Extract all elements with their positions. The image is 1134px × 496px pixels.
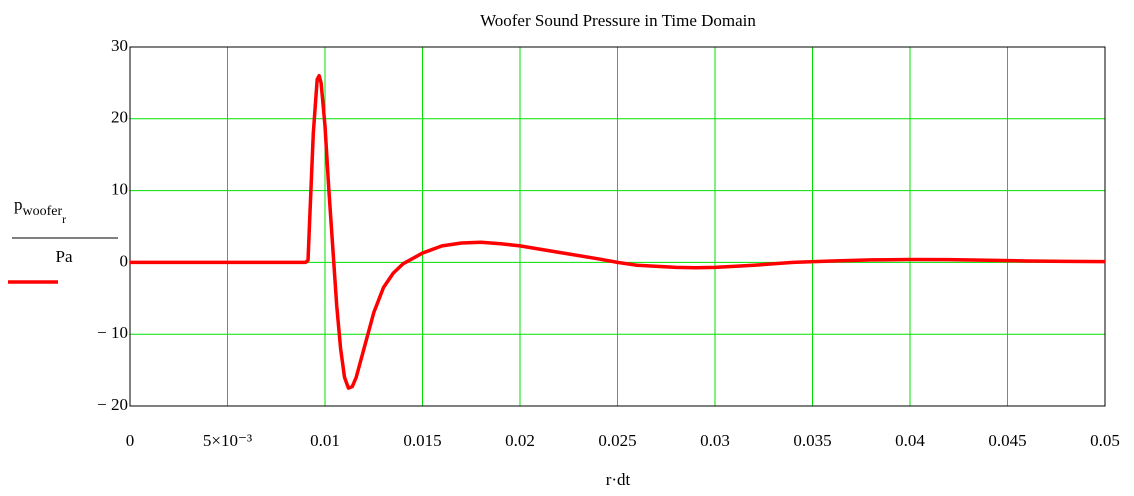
y-tick-label: 0 (120, 251, 129, 270)
x-tick-label: 0.045 (988, 431, 1026, 450)
y-label-subscript: woofer (23, 204, 63, 219)
y-axis-label-denominator: Pa (56, 247, 73, 266)
y-label-symbol: p (14, 195, 23, 214)
y-tick-label: − 10 (97, 323, 128, 342)
x-tick-label: 0.015 (403, 431, 441, 450)
x-tick-label: 0.01 (310, 431, 340, 450)
x-tick-label: 0.025 (598, 431, 636, 450)
x-tick-label: 0.04 (895, 431, 925, 450)
y-axis-label-numerator: pwooferr (14, 195, 66, 226)
y-tick-label: 10 (111, 180, 128, 199)
plot-border (129, 46, 1106, 407)
chart-title: Woofer Sound Pressure in Time Domain (480, 11, 756, 30)
y-tick-label: 20 (111, 108, 128, 127)
x-tick-label: 0.02 (505, 431, 535, 450)
x-tick-label: 0.03 (700, 431, 730, 450)
y-tick-label: 30 (111, 36, 128, 55)
x-tick-label: 5×10⁻³ (203, 431, 252, 450)
x-tick-label: 0 (126, 431, 135, 450)
y-label-sub-subscript: r (62, 212, 66, 226)
x-tick-label: 0.05 (1090, 431, 1120, 450)
data-line (130, 73, 1106, 390)
y-tick-label: − 20 (97, 395, 128, 414)
x-tick-label: 0.035 (793, 431, 831, 450)
x-axis-label: r·dt (606, 470, 631, 489)
